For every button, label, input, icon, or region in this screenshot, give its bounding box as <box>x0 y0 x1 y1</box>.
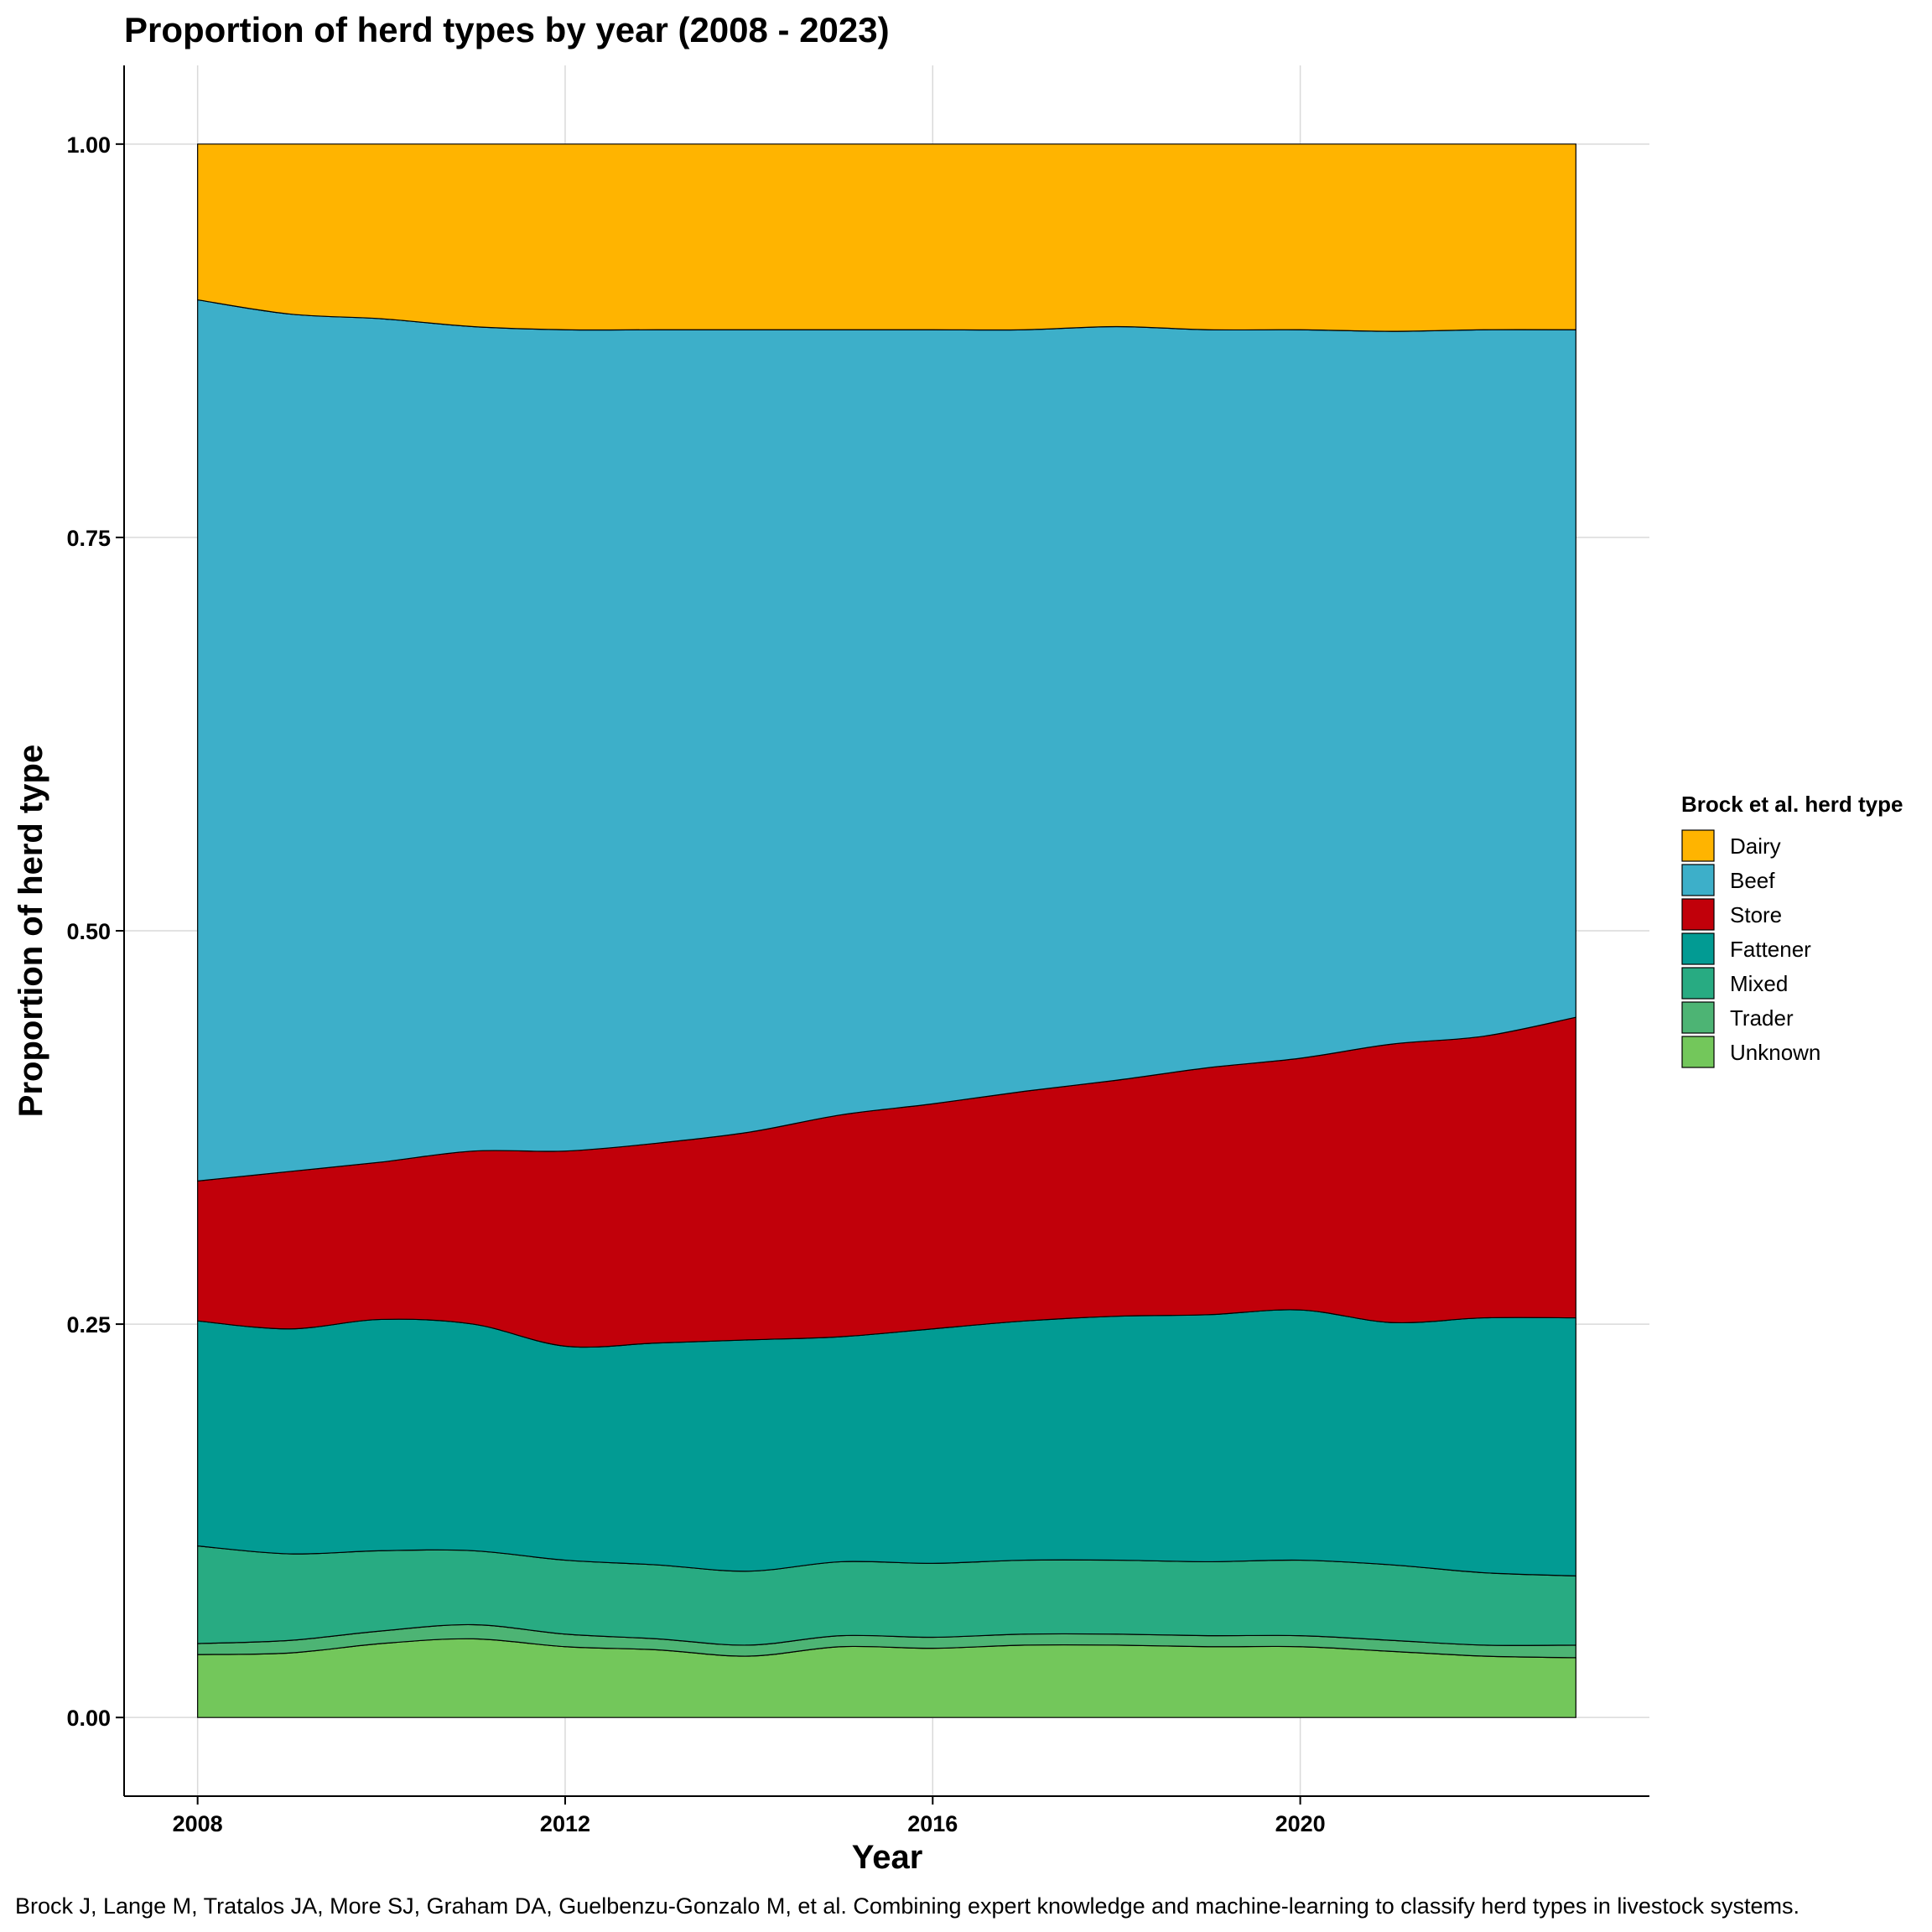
legend-items: Dairy Beef Store Fattener Mixed Trader Unknown <box>1681 829 1820 1068</box>
y-tick-label: 1.00 <box>66 132 111 158</box>
legend-label-fattener: Fattener <box>1730 937 1811 962</box>
legend-swatch-store <box>1681 898 1715 931</box>
y-axis-title: Proportion of herd type <box>13 745 49 1117</box>
legend-label-dairy: Dairy <box>1730 834 1781 859</box>
y-axis-ticks: 0.00 0.25 0.50 0.75 1.00 <box>66 132 124 1731</box>
y-tick-label: 0.50 <box>66 919 111 944</box>
legend: Brock et al. herd type Dairy Beef Store Fat… <box>1681 792 1903 1068</box>
x-axis-title: Year <box>852 1839 923 1876</box>
legend-label-trader: Trader <box>1730 1005 1794 1031</box>
x-axis-ticks: 2008 2012 2016 2020 <box>173 1796 1326 1836</box>
x-tick-label: 2008 <box>173 1811 223 1836</box>
y-tick-label: 0.25 <box>66 1312 111 1337</box>
legend-swatch-beef <box>1681 864 1715 896</box>
x-tick-label: 2016 <box>907 1811 958 1836</box>
legend-swatch-mixed <box>1681 967 1715 1000</box>
legend-swatch-unknown <box>1681 1036 1715 1068</box>
y-tick-label: 0.00 <box>66 1706 111 1731</box>
legend-swatch-dairy <box>1681 829 1715 862</box>
x-tick-label: 2012 <box>540 1811 590 1836</box>
legend-swatch-trader <box>1681 1001 1715 1034</box>
legend-label-store: Store <box>1730 902 1782 927</box>
legend-title: Brock et al. herd type <box>1681 792 1903 817</box>
legend-label-unknown: Unknown <box>1730 1040 1820 1065</box>
area-fattener <box>197 1309 1576 1576</box>
legend-swatch-fattener <box>1681 932 1715 965</box>
chart-title: Proportion of herd types by year (2008 -… <box>124 10 890 49</box>
stacked-areas <box>197 143 1576 1718</box>
y-tick-label: 0.75 <box>66 526 111 551</box>
area-dairy <box>197 143 1576 332</box>
x-tick-label: 2020 <box>1275 1811 1326 1836</box>
citation-caption: Brock J, Lange M, Tratalos JA, More SJ, … <box>15 1893 1800 1919</box>
legend-label-mixed: Mixed <box>1730 971 1788 996</box>
legend-label-beef: Beef <box>1730 868 1775 893</box>
